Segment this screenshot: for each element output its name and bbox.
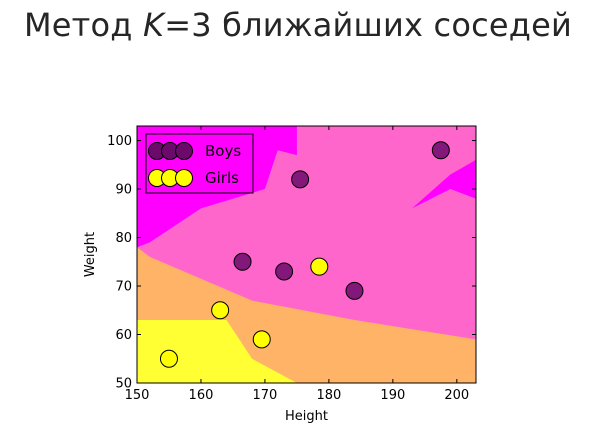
legend-label-boys: Boys: [205, 142, 241, 160]
y-tick-label: 80: [115, 231, 132, 246]
data-point-boys: [291, 170, 310, 189]
data-point-girls: [310, 257, 329, 276]
title-prefix: Метод: [23, 6, 143, 44]
y-tick-label: 70: [115, 280, 132, 295]
region-boys-magenta-right: [412, 159, 476, 209]
y-tick-label: 100: [107, 134, 132, 149]
data-point-girls: [159, 349, 178, 368]
legend-frame: [145, 133, 254, 194]
legend-marker-boys: [175, 142, 193, 160]
y-tick-label: 50: [115, 377, 132, 392]
x-tick-label: 170: [253, 388, 278, 403]
data-point-boys: [275, 262, 294, 281]
title-k: K: [143, 6, 165, 44]
x-tick-label: 200: [444, 388, 469, 403]
y-axis-label: Weight: [83, 232, 98, 277]
legend-marker-girls: [175, 169, 193, 187]
data-point-boys: [431, 141, 450, 160]
y-tick-label: 90: [115, 183, 132, 198]
x-tick-label: 150: [125, 388, 150, 403]
legend: Boys Girls: [145, 133, 254, 194]
legend-label-girls: Girls: [205, 169, 239, 187]
data-point-boys: [233, 252, 252, 271]
slide-title: Метод K=3 ближайших соседей: [0, 6, 596, 44]
plot-frame: [136, 125, 477, 384]
title-suffix: =3 ближайших соседей: [164, 6, 572, 44]
x-tick-label: 180: [316, 388, 341, 403]
region-girls-yellow: [137, 320, 297, 383]
x-tick-label: 160: [189, 388, 214, 403]
x-axis-label: Height: [285, 409, 328, 424]
x-tick-label: 190: [380, 388, 405, 403]
y-tick-label: 60: [115, 328, 132, 343]
data-point-girls: [252, 330, 271, 349]
data-point-girls: [211, 301, 230, 320]
data-point-boys: [345, 281, 364, 300]
